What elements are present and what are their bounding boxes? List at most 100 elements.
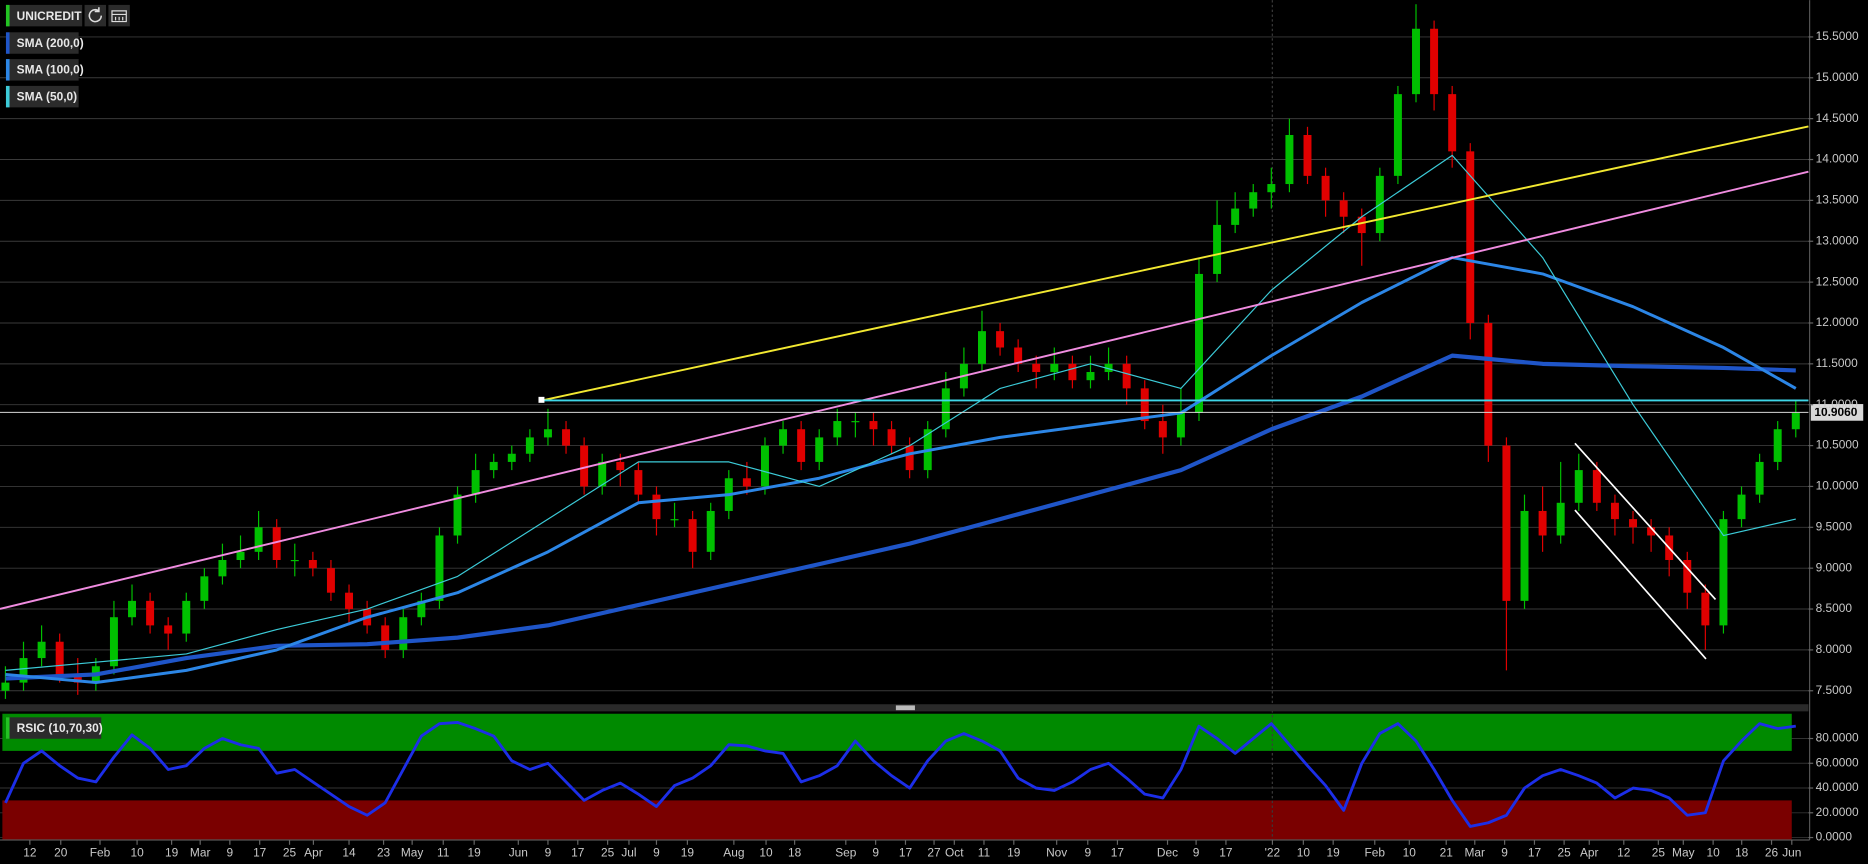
candle-body	[1267, 184, 1276, 193]
x-tick-label: 14	[342, 845, 356, 859]
candle-body	[742, 478, 751, 487]
candle-body	[869, 421, 878, 430]
refresh-button[interactable]	[84, 4, 107, 27]
candle-body	[1176, 412, 1185, 438]
candle-body	[851, 421, 860, 423]
rsi-legend-box	[5, 717, 102, 739]
indicator-marker	[5, 85, 10, 108]
overbought-zone	[2, 713, 1792, 751]
x-tick-label: 9	[1193, 845, 1200, 859]
candle-body	[1393, 94, 1402, 176]
rsi-y-tick-label: 0.0000	[1816, 830, 1853, 844]
x-tick-label: 18	[1735, 845, 1749, 859]
candle-body	[1140, 388, 1149, 422]
candle-body	[941, 388, 950, 430]
trendline-handle	[538, 396, 545, 403]
candle-body	[290, 559, 299, 562]
rsi: RSIC (10,70,30)	[4, 717, 1797, 828]
y-tick-label: 12.0000	[1816, 315, 1859, 329]
candle-body	[1448, 94, 1457, 152]
candle-body	[1773, 429, 1782, 462]
candle-body	[1195, 273, 1203, 413]
candle-body	[128, 600, 136, 618]
rsi-line	[4, 721, 1797, 828]
candle-body	[1213, 224, 1222, 274]
indicator-marker	[5, 32, 10, 54]
last-price-label: 10.9060	[1814, 405, 1857, 419]
indicator-legend: SMA (200,0) SMA (100,0) SMA (50,0)	[5, 32, 84, 108]
x-tick-label: Jun	[509, 845, 528, 859]
x-tick-label: 17	[1111, 845, 1125, 859]
candle-body	[1231, 208, 1240, 225]
candle-body	[1104, 363, 1113, 373]
channel-lower	[1574, 509, 1707, 660]
candle-body	[1520, 510, 1529, 601]
x-tick-label: 9	[1501, 845, 1508, 859]
candle-body	[109, 617, 118, 667]
y-tick-label: 10.5000	[1816, 438, 1859, 452]
candle-body	[272, 527, 281, 560]
candle-body	[543, 429, 552, 438]
y-tick-label: 10.0000	[1816, 479, 1859, 493]
candle-body	[688, 519, 697, 552]
x-tick-label: 19	[165, 845, 179, 859]
candle-body	[1791, 412, 1800, 430]
x-tick-label: 19	[1327, 845, 1341, 859]
x-tick-label: 19	[681, 845, 695, 859]
x-tick-label: 20	[54, 845, 68, 859]
x-tick-label: Aug	[723, 845, 744, 859]
candle-body	[706, 510, 715, 552]
candle-body	[1719, 519, 1728, 626]
candle-body	[833, 421, 842, 438]
candle-body	[507, 453, 516, 462]
candle-body	[1, 682, 10, 691]
candle-body	[236, 551, 245, 560]
candle-body	[1050, 363, 1059, 373]
sma-line	[5, 154, 1796, 671]
y-tick-label: 9.0000	[1816, 560, 1853, 574]
candle-body	[1122, 363, 1131, 389]
symbol-marker	[5, 4, 10, 27]
y-tick-label: 14.0000	[1816, 152, 1859, 166]
symbol-box[interactable]	[5, 4, 83, 27]
indicator-box	[5, 59, 79, 81]
candle-body	[1466, 151, 1475, 323]
candle-body	[1610, 502, 1619, 520]
candle-body	[1357, 216, 1366, 234]
x-tick-label: Feb	[1365, 845, 1386, 859]
separator-handle[interactable]	[895, 705, 915, 711]
candle-body	[1737, 494, 1746, 520]
x-tick-label: Mar	[1465, 845, 1486, 859]
x-tick-label: 11	[437, 845, 450, 859]
candle-body	[73, 674, 82, 683]
candle-body	[146, 600, 155, 626]
indicator-box	[5, 32, 79, 54]
candle-body	[381, 625, 390, 650]
x-tick-label: 26	[1765, 845, 1779, 859]
candle-body	[670, 519, 679, 521]
x-tick-label: 27	[927, 845, 941, 859]
candle-body	[1647, 527, 1656, 536]
y-tick-label: 7.5000	[1816, 683, 1853, 697]
candle-body	[1683, 559, 1692, 593]
candle-body	[453, 494, 462, 536]
channel-upper	[1574, 442, 1717, 600]
candle-body	[471, 470, 480, 495]
rsi-y-tick-label: 60.0000	[1816, 755, 1859, 769]
candle-body	[1412, 28, 1420, 95]
candle-body	[1086, 372, 1095, 381]
rsi-y-tick-label: 20.0000	[1816, 805, 1859, 819]
x-tick-label: 17	[1219, 845, 1233, 859]
symbol-name: UNICREDIT	[17, 9, 83, 23]
candle-body	[1032, 363, 1041, 373]
y-tick-label: 14.5000	[1816, 111, 1859, 125]
candle-body	[1430, 28, 1439, 95]
x-tick-label: 25	[601, 845, 615, 859]
candle-body	[1321, 175, 1330, 201]
candle-body	[164, 625, 173, 634]
x-tick-label: 11	[978, 845, 991, 859]
indicator-name: SMA (200,0)	[17, 36, 84, 50]
candle-body	[1158, 421, 1167, 438]
x-tick-label: 10	[1403, 845, 1417, 859]
rsi-legend-marker	[5, 717, 10, 739]
